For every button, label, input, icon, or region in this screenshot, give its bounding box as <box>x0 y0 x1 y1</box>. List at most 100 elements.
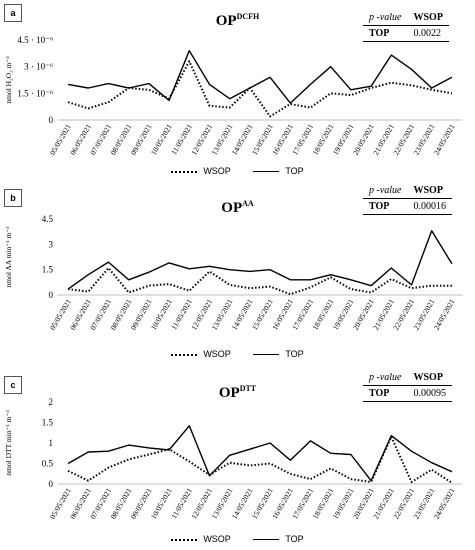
stat-h2-b: WSOP <box>407 183 452 199</box>
data-point-top-b-13 <box>330 274 332 276</box>
data-point-wsop-b-9 <box>249 287 251 289</box>
data-point-wsop-b-6 <box>189 290 191 292</box>
legend-item-top-a: TOP <box>253 166 304 176</box>
data-point-top-c-3 <box>128 444 130 446</box>
data-point-wsop-b-14 <box>350 288 352 290</box>
stat-r1-c: TOP <box>363 385 408 402</box>
stat-r1-b: TOP <box>363 198 408 215</box>
data-point-top-b-16 <box>391 267 393 269</box>
panel-label-b: b <box>4 189 22 207</box>
data-point-wsop-c-3 <box>128 459 130 461</box>
data-point-top-c-16 <box>391 435 393 437</box>
stat-r2-b: 0.00016 <box>407 198 452 215</box>
series-line-wsop-b <box>67 267 452 296</box>
legend-item-wsop-c: WSOP <box>171 534 231 544</box>
legend-a: WSOP TOP <box>0 166 475 176</box>
chart-title-b: OPAA <box>0 199 475 217</box>
stat-table-c: p -value WSOP TOP 0.00095 <box>363 370 452 402</box>
y-tick-label-c-2: 1 <box>49 438 54 448</box>
y-tick-label-b-1: 1.5 <box>42 265 54 275</box>
data-point-wsop-b-11 <box>290 293 292 295</box>
data-point-wsop-c-12 <box>310 478 312 480</box>
stat-h2-a: WSOP <box>407 10 449 26</box>
data-point-top-a-9 <box>249 87 251 89</box>
data-point-wsop-c-6 <box>189 461 191 463</box>
panel-label-a: a <box>4 4 22 22</box>
data-point-top-a-7 <box>209 84 211 86</box>
data-point-wsop-b-7 <box>209 271 211 273</box>
data-point-top-c-4 <box>148 447 150 449</box>
data-point-top-a-11 <box>290 102 292 104</box>
data-point-top-b-2 <box>108 261 110 263</box>
chart-title-a: OPDCFH <box>0 12 475 30</box>
data-point-top-b-10 <box>269 269 271 271</box>
data-point-top-b-3 <box>128 279 130 281</box>
y-tick-label-b-2: 3 <box>49 239 54 249</box>
data-point-wsop-b-2 <box>108 267 110 269</box>
data-point-top-b-7 <box>209 265 211 267</box>
panel-label-c: c <box>4 376 22 394</box>
legend-swatch-top-b <box>253 354 280 356</box>
legend-item-top-b: TOP <box>253 349 304 359</box>
data-point-wsop-a-6 <box>189 61 191 63</box>
chart-panel-c: nmol DTT min⁻¹ m⁻³ 0 0.5 1 1.5 2 05/05/2021 06/… <box>0 366 475 549</box>
data-point-wsop-c-9 <box>249 465 251 467</box>
data-point-top-a-17 <box>411 69 413 71</box>
data-point-wsop-b-8 <box>229 284 231 286</box>
title-sup-c: DTT <box>239 384 257 393</box>
data-point-top-a-8 <box>229 98 231 100</box>
data-point-top-c-11 <box>290 459 292 461</box>
data-point-wsop-c-19 <box>451 482 453 484</box>
data-point-top-a-18 <box>431 87 433 89</box>
stat-h1-b: p -value <box>363 183 408 199</box>
data-point-top-a-0 <box>67 84 69 86</box>
data-point-top-a-6 <box>189 50 191 52</box>
y-tick-label-c-0: 0 <box>49 479 54 489</box>
chart-panel-a: nmol H₂O₂ m⁻³ 0 1.5 · 10⁻⁶ 3 · 10⁻⁶ 4.5 · 10… <box>0 0 475 183</box>
legend-swatch-wsop-a <box>171 170 198 173</box>
legend-label-wsop-c: WSOP <box>203 534 231 544</box>
y-axis-label-b: nmol AA min⁻¹ m⁻³ <box>4 226 13 288</box>
chart-svg-b: nmol AA min⁻¹ m⁻³01.534.505/05/202106/05… <box>4 214 462 332</box>
data-point-wsop-c-13 <box>330 468 332 470</box>
data-point-wsop-a-2 <box>108 101 110 103</box>
data-point-top-b-18 <box>431 230 433 232</box>
series-line-wsop-c <box>67 435 453 484</box>
data-point-wsop-c-18 <box>431 469 433 471</box>
data-point-top-c-13 <box>330 452 332 454</box>
data-point-wsop-b-15 <box>370 292 372 294</box>
data-point-top-b-14 <box>350 279 352 281</box>
data-point-top-c-6 <box>189 425 191 427</box>
data-point-top-c-15 <box>370 480 372 482</box>
data-point-top-b-0 <box>67 288 69 290</box>
series-line-top-b <box>67 230 453 290</box>
data-point-wsop-c-8 <box>229 462 231 464</box>
y-tick-label-b-3: 4.5 <box>42 214 54 224</box>
legend-swatch-top-c <box>253 539 280 541</box>
data-point-top-b-17 <box>411 284 413 286</box>
legend-item-wsop-a: WSOP <box>171 166 231 176</box>
stat-h1-a: p -value <box>363 10 408 26</box>
legend-item-top-c: TOP <box>253 534 304 544</box>
legend-item-wsop-b: WSOP <box>171 349 231 359</box>
data-point-top-a-14 <box>350 89 352 91</box>
chart-title-c: OPDTT <box>0 384 475 402</box>
legend-label-top-a: TOP <box>285 166 304 176</box>
chart-svg-c: nmol DTT min⁻¹ m⁻³00.511.5205/05/202106/… <box>4 397 462 521</box>
stat-r2-c: 0.00095 <box>407 385 452 402</box>
data-point-wsop-a-14 <box>350 94 352 96</box>
data-point-top-c-12 <box>310 440 312 442</box>
data-point-wsop-c-10 <box>269 463 271 465</box>
legend-label-wsop-b: WSOP <box>203 349 231 359</box>
data-point-top-a-16 <box>391 54 393 56</box>
data-point-top-a-4 <box>148 83 150 85</box>
data-point-wsop-a-10 <box>269 116 271 118</box>
chart-panel-b: nmol AA min⁻¹ m⁻³ 0 1.5 3 4.5 05/05/2021 06/05… <box>0 183 475 366</box>
series-line-wsop-a <box>67 60 453 118</box>
stat-table-a: p -value WSOP TOP 0.0022 <box>363 10 449 42</box>
data-point-top-a-19 <box>451 77 453 79</box>
data-point-wsop-a-19 <box>451 93 453 95</box>
data-point-top-c-0 <box>67 463 69 465</box>
data-point-top-b-1 <box>88 274 90 276</box>
title-main-c: OP <box>218 385 240 401</box>
